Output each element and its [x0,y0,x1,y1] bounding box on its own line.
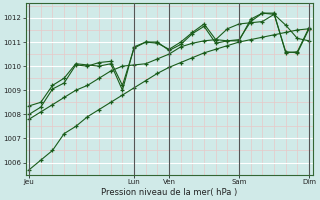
X-axis label: Pression niveau de la mer( hPa ): Pression niveau de la mer( hPa ) [101,188,237,197]
